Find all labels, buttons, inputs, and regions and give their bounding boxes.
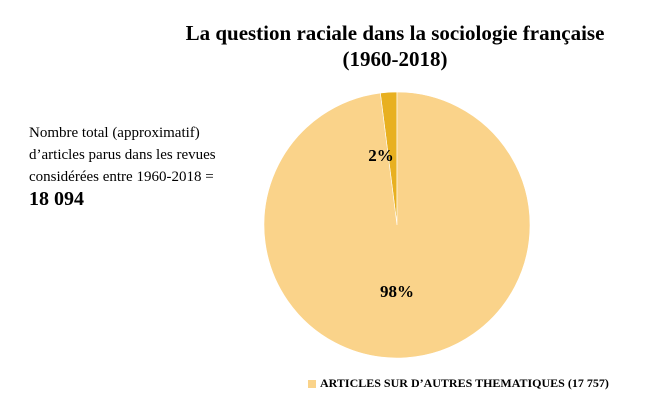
- total-articles-note: Nombre total (approximatif) d’articles p…: [29, 122, 229, 212]
- pie-slice-label-0: 2%: [368, 146, 394, 165]
- total-articles-note-text: Nombre total (approximatif) d’articles p…: [29, 125, 216, 185]
- chart-legend: ARTICLES SUR D’AUTRES THEMATIQUES (17 75…: [308, 376, 609, 391]
- chart-title-line-2: (1960-2018): [342, 47, 448, 71]
- pie-slices: [263, 91, 531, 359]
- pie-slice-1: [263, 91, 531, 359]
- total-articles-count: 18 094: [29, 188, 84, 210]
- legend-swatch: [308, 379, 316, 388]
- legend-label: ARTICLES SUR D’AUTRES THEMATIQUES (17 75…: [320, 376, 609, 390]
- pie-slice-labels: 2% 98%: [368, 146, 414, 301]
- chart-title-line-1: La question raciale dans la sociologie f…: [185, 21, 605, 45]
- pie-slice-label-1: 98%: [380, 282, 414, 301]
